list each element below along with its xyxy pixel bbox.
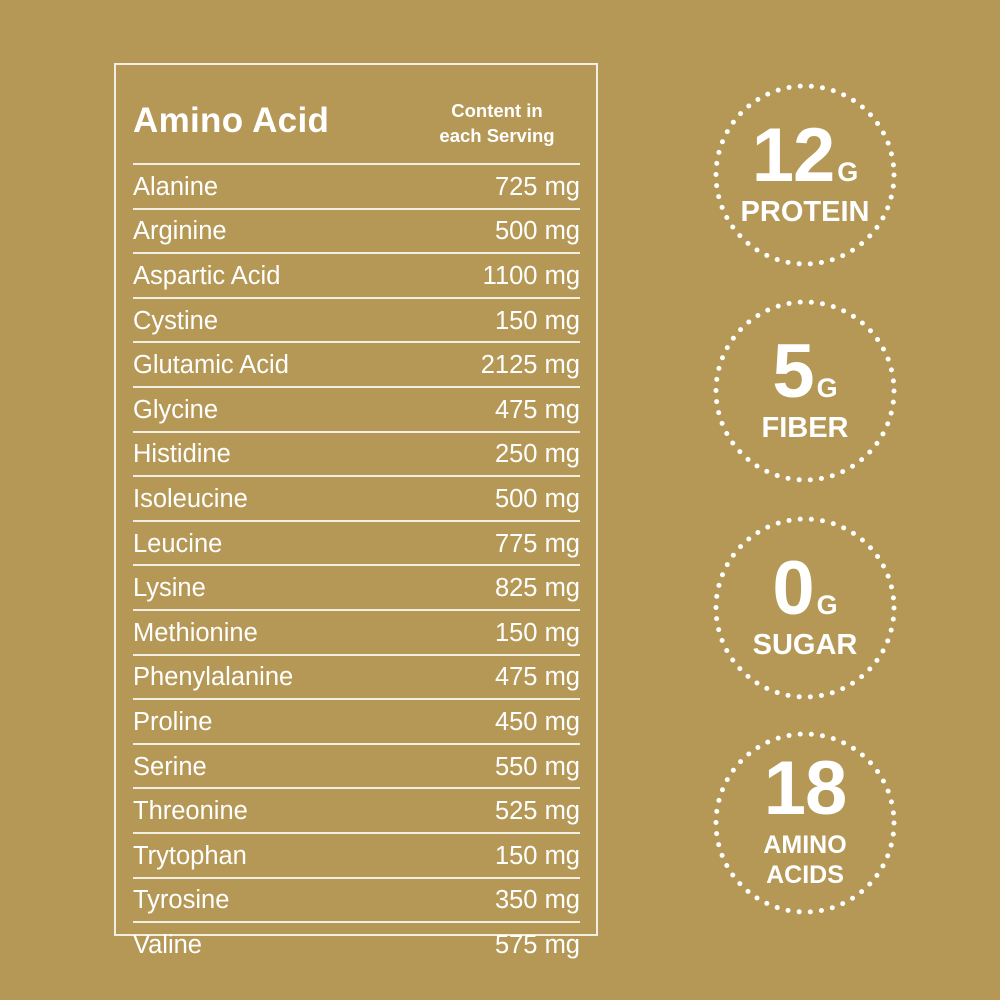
- dotted-circle-icon: [713, 731, 897, 915]
- protein-value: 12: [751, 113, 836, 198]
- dotted-circle-icon: [713, 299, 897, 483]
- table-row: Glutamic Acid 2125 mg: [133, 341, 580, 386]
- table-row: Arginine 500 mg: [133, 207, 580, 253]
- amino-acid-name: Valine: [133, 930, 202, 959]
- amino-acid-amount: 825 mg: [494, 574, 580, 603]
- amino-acid-name: Isoleucine: [133, 484, 248, 513]
- sugar-unit: G: [816, 590, 838, 620]
- amino-acid-table: Amino Acid Content in each Serving Alani…: [114, 63, 598, 959]
- amino-acid-amount: 525 mg: [494, 797, 580, 826]
- protein-badge: 12 G PROTEIN: [712, 82, 898, 268]
- table-row: Tyrosine 350 mg: [133, 876, 580, 922]
- table-row: Alanine 725 mg: [133, 163, 580, 208]
- fiber-value: 5: [772, 329, 814, 414]
- amino-acid-name: Cystine: [133, 306, 219, 335]
- content-column-header: Content in each Serving: [422, 98, 572, 148]
- fiber-unit: G: [816, 373, 838, 403]
- amino-acid-amount: 725 mg: [494, 172, 580, 201]
- amino-acid-name: Arginine: [133, 217, 227, 246]
- table-row: Threonine 525 mg: [133, 787, 580, 832]
- amino-acid-name: Lysine: [133, 574, 206, 603]
- protein-label: PROTEIN: [740, 196, 870, 228]
- content-header-line2: each Serving: [439, 125, 555, 146]
- amino-acid-amount: 575 mg: [494, 930, 580, 959]
- table-row: Methionine 150 mg: [133, 608, 580, 654]
- amino-acid-amount: 500 mg: [494, 217, 580, 246]
- amino-acids-label-line1: AMINO: [763, 831, 847, 859]
- amino-acid-amount: 775 mg: [494, 529, 580, 558]
- table-row: Lysine 825 mg: [133, 564, 580, 609]
- amino-acid-amount: 150 mg: [494, 306, 580, 335]
- amino-acid-name: Glycine: [133, 395, 219, 424]
- table-row: Valine 575 mg: [133, 921, 580, 966]
- sugar-label: SUGAR: [752, 629, 858, 661]
- amino-acid-amount: 475 mg: [494, 395, 580, 424]
- table-row: Glycine 475 mg: [133, 385, 580, 431]
- amino-acid-name: Methionine: [133, 618, 258, 647]
- amino-acid-amount: 250 mg: [494, 440, 580, 469]
- table-row: Isoleucine 500 mg: [133, 475, 580, 520]
- amino-acid-amount: 475 mg: [494, 663, 580, 692]
- table-row: Histidine 250 mg: [133, 430, 580, 476]
- amino-acid-name: Serine: [133, 752, 207, 781]
- amino-acids-label-line2: ACIDS: [766, 861, 844, 889]
- amino-acid-name: Aspartic Acid: [133, 261, 281, 290]
- table-rows: Alanine 725 mg Arginine 500 mg Aspartic Acid…: [133, 163, 580, 966]
- amino-acid-amount: 450 mg: [494, 707, 580, 736]
- table-row: Leucine 775 mg: [133, 519, 580, 565]
- fiber-label: FIBER: [761, 412, 849, 444]
- amino-acid-name: Leucine: [133, 529, 223, 558]
- amino-acid-amount: 350 mg: [494, 886, 580, 915]
- sugar-value: 0: [772, 546, 814, 631]
- dotted-circle-icon: [713, 516, 897, 700]
- amino-acid-name: Trytophan: [133, 841, 247, 870]
- table-row: Proline 450 mg: [133, 698, 580, 743]
- dotted-circle-icon: [713, 83, 897, 267]
- amino-acid-name: Threonine: [133, 797, 248, 826]
- amino-acid-amount: 150 mg: [494, 618, 580, 647]
- amino-acid-amount: 550 mg: [494, 752, 580, 781]
- amino-acid-amount: 150 mg: [494, 841, 580, 870]
- table-row: Trytophan 150 mg: [133, 831, 580, 877]
- protein-unit: G: [837, 157, 859, 187]
- content-header-line1: Content in: [451, 100, 543, 121]
- amino-acid-name: Glutamic Acid: [133, 351, 289, 380]
- table-title: Amino Acid: [133, 101, 330, 140]
- table-row: Aspartic Acid 1100 mg: [133, 252, 580, 297]
- amino-acid-name: Proline: [133, 707, 213, 736]
- table-row: Serine 550 mg: [133, 742, 580, 788]
- amino-acid-amount: 1100 mg: [482, 261, 580, 290]
- table-row: Cystine 150 mg: [133, 296, 580, 342]
- amino-acid-amount: 2125 mg: [480, 351, 580, 380]
- amino-acid-name: Tyrosine: [133, 886, 230, 915]
- amino-acids-value: 18: [763, 746, 848, 831]
- amino-acid-name: Phenylalanine: [133, 663, 294, 692]
- amino-acid-name: Alanine: [133, 172, 219, 201]
- amino-acid-amount: 500 mg: [494, 484, 580, 513]
- amino-acids-badge: 18 AMINO ACIDS: [712, 730, 898, 916]
- table-row: Phenylalanine 475 mg: [133, 653, 580, 699]
- amino-acid-name: Histidine: [133, 440, 231, 469]
